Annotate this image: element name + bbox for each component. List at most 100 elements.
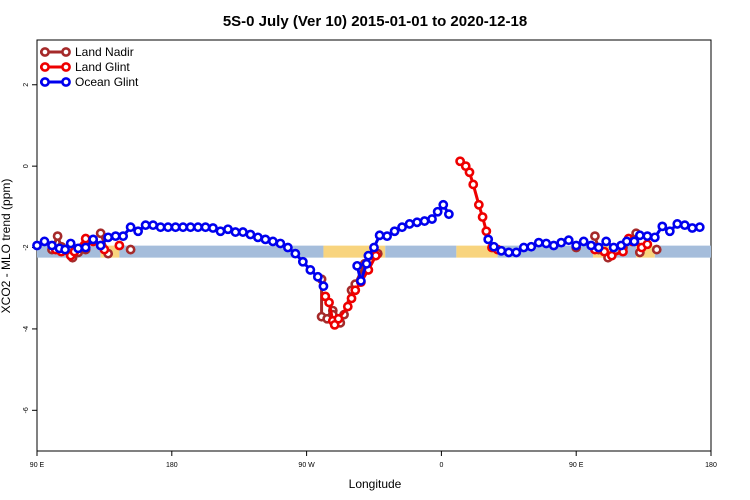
data-point	[60, 244, 70, 255]
data-point	[657, 221, 668, 232]
legend-marker	[40, 77, 50, 87]
data-point	[215, 226, 226, 237]
data-point	[346, 293, 357, 304]
data-point	[593, 242, 604, 253]
data-point	[245, 229, 256, 240]
data-point	[370, 250, 381, 261]
data-point	[477, 212, 488, 222]
data-point	[649, 232, 660, 243]
data-point	[73, 243, 84, 254]
data-point	[672, 219, 683, 229]
chart-title: 5S-0 July (Ver 10) 2015-01-01 to 2020-12…	[223, 13, 527, 30]
data-point	[483, 234, 494, 245]
legend-marker	[40, 47, 50, 57]
data-point	[496, 245, 507, 256]
data-point	[621, 236, 632, 247]
data-point	[230, 227, 241, 237]
data-point	[163, 222, 173, 233]
x-tick-label: 180	[166, 462, 178, 469]
data-point	[333, 313, 344, 324]
data-point	[80, 242, 91, 253]
data-point	[110, 231, 121, 242]
data-point	[488, 241, 499, 252]
data-point	[432, 206, 443, 217]
data-point	[694, 222, 705, 233]
data-point	[642, 239, 653, 250]
data-point	[606, 250, 617, 261]
data-point	[438, 199, 449, 210]
data-point	[382, 231, 393, 242]
data-point	[642, 231, 653, 242]
x-axis: 90 E 180 90 W 0 90 E 180	[30, 451, 717, 469]
data-point	[578, 236, 589, 247]
data-point	[208, 223, 218, 233]
legend-label: Land Glint	[75, 60, 130, 74]
x-tick-label: 90 W	[298, 462, 315, 469]
x-tick-label: 0	[439, 462, 443, 469]
data-point	[200, 222, 211, 233]
data-point	[125, 244, 136, 255]
data-point	[342, 301, 353, 312]
data-point	[563, 235, 574, 246]
data-point	[548, 240, 559, 251]
y-tick-label: -2	[23, 244, 30, 250]
data-point	[39, 236, 50, 247]
data-point	[679, 220, 690, 231]
data-point	[586, 240, 597, 251]
data-point	[140, 220, 151, 231]
series-ocean-glint	[32, 199, 705, 292]
data-point	[468, 179, 479, 190]
data-point	[178, 222, 188, 233]
data-point	[481, 226, 492, 237]
data-point	[103, 232, 114, 243]
data-point	[133, 226, 143, 237]
data-point	[556, 237, 567, 248]
data-point	[324, 297, 334, 308]
data-point	[118, 231, 129, 242]
legend-marker	[61, 47, 71, 57]
data-point	[305, 265, 316, 275]
data-point	[651, 244, 662, 255]
data-point	[155, 222, 166, 233]
data-point	[533, 237, 544, 248]
y-tick-label: -4	[23, 326, 30, 332]
data-point	[65, 238, 76, 249]
data-point	[170, 222, 181, 233]
data-point	[443, 209, 454, 220]
data-point	[363, 250, 374, 261]
data-point	[267, 236, 278, 247]
data-point	[427, 214, 437, 224]
data-point	[290, 248, 301, 259]
x-tick-label: 90 E	[30, 462, 45, 469]
data-point	[419, 216, 430, 226]
data-point	[464, 167, 475, 178]
data-point	[455, 156, 466, 167]
x-tick-label: 180	[705, 462, 717, 469]
data-point	[412, 217, 422, 228]
series-layer	[32, 156, 705, 330]
data-point	[125, 222, 136, 233]
data-point	[80, 233, 91, 244]
x-tick-label: 90 E	[569, 462, 584, 469]
data-point	[114, 240, 125, 251]
data-point	[664, 226, 675, 237]
data-point	[185, 222, 196, 233]
data-point	[361, 258, 372, 269]
y-tick-label: 0	[23, 164, 30, 168]
data-point	[47, 240, 57, 251]
data-point	[88, 234, 99, 245]
data-point	[253, 232, 263, 243]
data-point	[503, 247, 514, 258]
data-point	[369, 242, 379, 253]
y-tick-label: -6	[23, 407, 30, 413]
data-point	[238, 227, 248, 237]
data-point	[95, 240, 106, 251]
legend-label: Land Nadir	[75, 45, 134, 59]
data-point	[511, 247, 522, 258]
y-axis-label: XCO2 - MLO trend (ppm)	[0, 179, 13, 314]
data-point	[389, 226, 400, 237]
legend-marker	[61, 62, 71, 72]
x-axis-label: Longitude	[349, 477, 402, 491]
data-point	[275, 238, 286, 249]
